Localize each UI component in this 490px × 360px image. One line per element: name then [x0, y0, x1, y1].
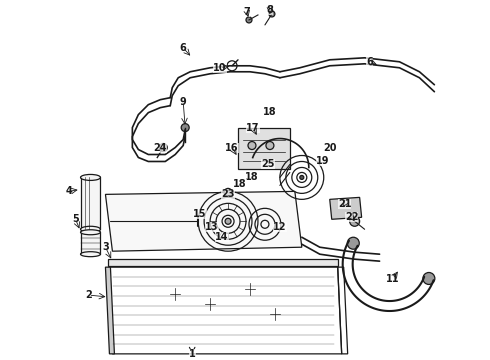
- Text: 3: 3: [102, 242, 109, 252]
- Bar: [80, 232, 100, 254]
- Text: 22: 22: [345, 212, 358, 222]
- Text: 5: 5: [72, 214, 79, 224]
- Circle shape: [181, 123, 189, 131]
- Text: 18: 18: [245, 172, 259, 183]
- Ellipse shape: [80, 252, 100, 257]
- Text: 11: 11: [386, 274, 399, 284]
- Text: 10: 10: [213, 63, 227, 73]
- Text: 23: 23: [221, 189, 235, 199]
- Text: 6: 6: [180, 43, 187, 53]
- Polygon shape: [105, 192, 302, 251]
- Circle shape: [300, 175, 304, 179]
- Ellipse shape: [80, 175, 100, 180]
- Text: 4: 4: [65, 186, 72, 197]
- Circle shape: [248, 141, 256, 149]
- Polygon shape: [105, 267, 115, 354]
- Text: 25: 25: [261, 159, 275, 170]
- Polygon shape: [238, 127, 290, 170]
- Circle shape: [159, 144, 167, 152]
- Bar: [108, 259, 338, 266]
- Text: 8: 8: [267, 5, 273, 15]
- Ellipse shape: [80, 226, 100, 232]
- Text: 21: 21: [338, 199, 351, 210]
- Text: 16: 16: [225, 143, 239, 153]
- Circle shape: [225, 218, 231, 224]
- Text: 20: 20: [323, 143, 337, 153]
- Text: 13: 13: [205, 222, 219, 232]
- Bar: [80, 177, 100, 229]
- Circle shape: [266, 141, 274, 149]
- Circle shape: [224, 188, 232, 196]
- Text: 17: 17: [246, 123, 260, 132]
- Circle shape: [350, 216, 360, 226]
- Text: 14: 14: [215, 232, 229, 242]
- Text: 18: 18: [263, 107, 277, 117]
- Ellipse shape: [80, 230, 100, 235]
- Polygon shape: [330, 197, 362, 219]
- Circle shape: [423, 273, 435, 284]
- Circle shape: [269, 11, 275, 17]
- Text: 2: 2: [85, 290, 92, 300]
- Text: 7: 7: [244, 7, 250, 17]
- Text: 15: 15: [194, 209, 207, 219]
- Circle shape: [246, 17, 252, 23]
- Text: 12: 12: [273, 222, 287, 232]
- Text: 9: 9: [180, 97, 187, 107]
- Text: 6: 6: [366, 57, 373, 67]
- Text: 19: 19: [316, 157, 329, 166]
- Text: 1: 1: [189, 349, 196, 359]
- Text: 24: 24: [153, 143, 167, 153]
- Circle shape: [347, 237, 359, 249]
- Text: 18: 18: [233, 179, 247, 189]
